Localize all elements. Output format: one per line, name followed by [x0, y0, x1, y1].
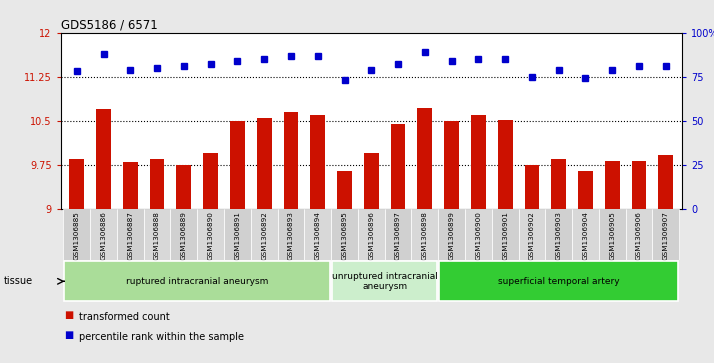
- Text: GSM1306887: GSM1306887: [127, 211, 134, 260]
- FancyBboxPatch shape: [251, 209, 278, 260]
- Text: transformed count: transformed count: [79, 312, 169, 322]
- FancyBboxPatch shape: [465, 209, 492, 260]
- Text: GSM1306902: GSM1306902: [529, 211, 535, 260]
- Text: GSM1306900: GSM1306900: [476, 211, 481, 260]
- Bar: [311, 115, 325, 209]
- Bar: [337, 171, 352, 209]
- Text: GSM1306905: GSM1306905: [609, 211, 615, 260]
- Text: GSM1306903: GSM1306903: [555, 211, 562, 260]
- FancyBboxPatch shape: [64, 261, 331, 301]
- Text: GSM1306907: GSM1306907: [663, 211, 669, 260]
- FancyBboxPatch shape: [64, 209, 90, 260]
- Bar: [230, 121, 245, 209]
- FancyBboxPatch shape: [331, 209, 358, 260]
- FancyBboxPatch shape: [171, 209, 197, 260]
- Text: GSM1306894: GSM1306894: [315, 211, 321, 260]
- Bar: [444, 121, 459, 209]
- Bar: [150, 159, 164, 209]
- Text: GSM1306896: GSM1306896: [368, 211, 374, 260]
- Text: GSM1306890: GSM1306890: [208, 211, 213, 260]
- Text: superficial temporal artery: superficial temporal artery: [498, 277, 620, 286]
- Text: GSM1306906: GSM1306906: [636, 211, 642, 260]
- Bar: [498, 119, 513, 209]
- Bar: [176, 165, 191, 209]
- Text: GSM1306891: GSM1306891: [234, 211, 241, 260]
- FancyBboxPatch shape: [438, 261, 678, 301]
- Text: GSM1306897: GSM1306897: [395, 211, 401, 260]
- Bar: [203, 153, 218, 209]
- Bar: [69, 159, 84, 209]
- FancyBboxPatch shape: [331, 261, 438, 301]
- Text: GSM1306889: GSM1306889: [181, 211, 187, 260]
- Bar: [578, 171, 593, 209]
- FancyBboxPatch shape: [197, 209, 224, 260]
- FancyBboxPatch shape: [224, 209, 251, 260]
- FancyBboxPatch shape: [572, 209, 599, 260]
- Bar: [391, 124, 406, 209]
- Bar: [123, 162, 138, 209]
- FancyBboxPatch shape: [625, 209, 653, 260]
- Text: GSM1306885: GSM1306885: [74, 211, 80, 260]
- Bar: [283, 112, 298, 209]
- Bar: [658, 155, 673, 209]
- Text: ruptured intracranial aneurysm: ruptured intracranial aneurysm: [126, 277, 268, 286]
- FancyBboxPatch shape: [411, 209, 438, 260]
- Text: GSM1306888: GSM1306888: [154, 211, 160, 260]
- Text: GSM1306899: GSM1306899: [448, 211, 455, 260]
- Bar: [632, 160, 646, 209]
- Text: unruptured intracranial
aneurysm: unruptured intracranial aneurysm: [332, 272, 438, 291]
- Bar: [257, 118, 271, 209]
- Text: GSM1306904: GSM1306904: [583, 211, 588, 260]
- FancyBboxPatch shape: [358, 209, 385, 260]
- Text: ■: ■: [64, 310, 74, 321]
- Bar: [364, 153, 378, 209]
- Bar: [605, 160, 620, 209]
- FancyBboxPatch shape: [385, 209, 411, 260]
- FancyBboxPatch shape: [278, 209, 304, 260]
- Text: GDS5186 / 6571: GDS5186 / 6571: [61, 19, 158, 32]
- FancyBboxPatch shape: [599, 209, 625, 260]
- Bar: [471, 115, 486, 209]
- Bar: [96, 109, 111, 209]
- FancyBboxPatch shape: [653, 209, 679, 260]
- FancyBboxPatch shape: [117, 209, 144, 260]
- Text: GSM1306898: GSM1306898: [422, 211, 428, 260]
- Bar: [525, 165, 539, 209]
- FancyBboxPatch shape: [438, 209, 465, 260]
- Bar: [551, 159, 566, 209]
- FancyBboxPatch shape: [144, 209, 171, 260]
- Text: GSM1306886: GSM1306886: [101, 211, 106, 260]
- Text: tissue: tissue: [4, 276, 33, 286]
- FancyBboxPatch shape: [90, 209, 117, 260]
- Bar: [418, 108, 432, 209]
- FancyBboxPatch shape: [304, 209, 331, 260]
- Text: ■: ■: [64, 330, 74, 340]
- FancyBboxPatch shape: [518, 209, 545, 260]
- Text: GSM1306901: GSM1306901: [502, 211, 508, 260]
- Text: GSM1306892: GSM1306892: [261, 211, 267, 260]
- Text: GSM1306895: GSM1306895: [341, 211, 348, 260]
- Text: GSM1306893: GSM1306893: [288, 211, 294, 260]
- FancyBboxPatch shape: [492, 209, 518, 260]
- FancyBboxPatch shape: [545, 209, 572, 260]
- Text: percentile rank within the sample: percentile rank within the sample: [79, 332, 243, 342]
